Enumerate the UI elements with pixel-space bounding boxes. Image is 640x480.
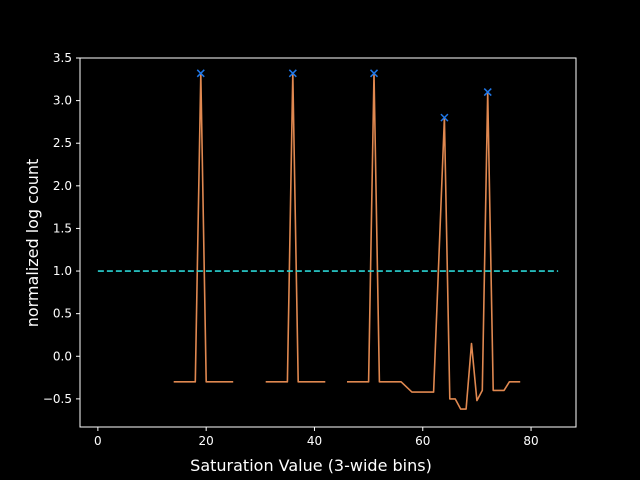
- y-tick-label: −0.5: [43, 392, 72, 406]
- series-line-segment: [347, 72, 521, 410]
- series-line-segment: [265, 72, 326, 383]
- x-tick-label: 20: [199, 434, 214, 448]
- y-tick-label: 0.0: [53, 349, 72, 363]
- y-tick-label: 1.5: [53, 221, 72, 235]
- y-tick-label: 2.0: [53, 179, 72, 193]
- peak-marker-stroke: [288, 69, 297, 78]
- x-axis-label: Saturation Value (3-wide bins): [190, 456, 432, 475]
- peak-marker-stroke: [483, 88, 492, 97]
- series-line-segment: [173, 72, 234, 383]
- y-tick-label: 3.5: [53, 51, 72, 65]
- axes-border: [79, 57, 577, 428]
- x-tick-label: 80: [523, 434, 538, 448]
- axis-ticks: 0 20 40 60 80 −0.5 0.0 0.5 1.0 1.5 2.0 2.5 3.0 3.5: [43, 51, 539, 448]
- peak-marker: [369, 69, 379, 78]
- y-axis-label: normalized log count: [23, 159, 42, 328]
- x-tick-label: 0: [94, 434, 102, 448]
- y-tick-label: 0.5: [53, 307, 72, 321]
- peak-marker: [196, 69, 205, 78]
- y-tick-label: 3.0: [53, 94, 72, 108]
- peak-marker-stroke: [440, 113, 449, 122]
- peak-markers: [196, 69, 492, 122]
- data-series: [97, 72, 559, 410]
- peak-marker-stroke: [369, 69, 379, 78]
- y-tick-label: 1.0: [53, 264, 72, 278]
- peak-marker: [440, 113, 449, 122]
- peak-marker-stroke: [196, 69, 205, 78]
- x-tick-label: 60: [415, 434, 430, 448]
- y-tick-label: 2.5: [53, 136, 72, 150]
- x-tick-label: 40: [307, 434, 322, 448]
- axes-frame: [79, 57, 577, 428]
- peak-marker: [483, 88, 492, 97]
- peak-marker: [288, 69, 297, 78]
